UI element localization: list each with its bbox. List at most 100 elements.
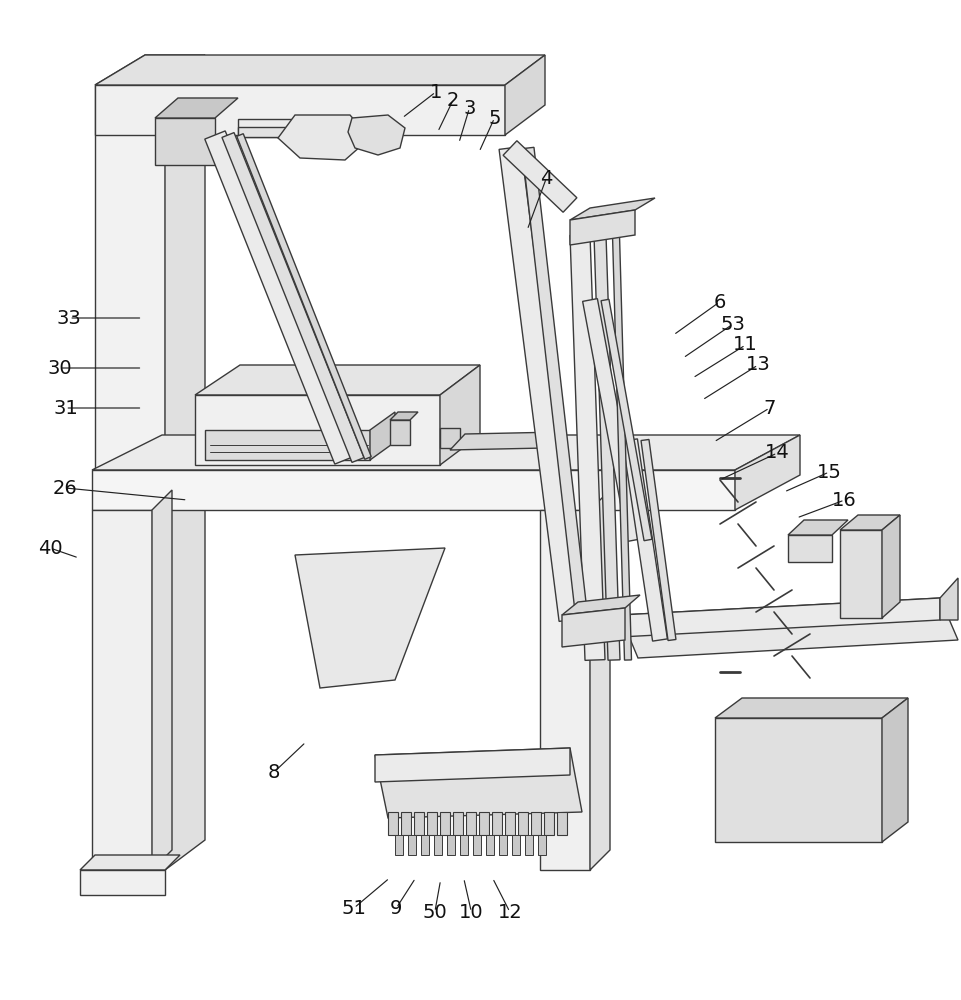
Text: 8: 8 (268, 762, 280, 782)
Polygon shape (439, 812, 450, 835)
Polygon shape (447, 835, 455, 855)
Polygon shape (92, 435, 800, 470)
Text: 2: 2 (447, 91, 458, 109)
Polygon shape (80, 855, 180, 870)
Text: 5: 5 (488, 108, 500, 127)
Polygon shape (152, 490, 172, 870)
Polygon shape (165, 55, 205, 870)
Polygon shape (543, 812, 554, 835)
Polygon shape (95, 85, 505, 135)
Polygon shape (939, 578, 957, 620)
Text: 15: 15 (816, 462, 841, 482)
Text: 11: 11 (732, 336, 757, 355)
Polygon shape (95, 85, 165, 870)
Polygon shape (222, 133, 363, 462)
Polygon shape (427, 812, 436, 835)
Polygon shape (80, 870, 165, 895)
Polygon shape (479, 812, 488, 835)
Polygon shape (589, 490, 609, 870)
Polygon shape (375, 748, 581, 818)
Polygon shape (601, 299, 652, 541)
Polygon shape (387, 812, 398, 835)
Text: 1: 1 (430, 83, 441, 102)
Polygon shape (433, 835, 441, 855)
Polygon shape (439, 428, 459, 448)
Polygon shape (511, 835, 520, 855)
Text: 33: 33 (57, 308, 82, 328)
Polygon shape (92, 470, 734, 510)
Polygon shape (881, 515, 899, 618)
Text: 30: 30 (47, 359, 72, 377)
Polygon shape (881, 698, 907, 842)
Text: 3: 3 (463, 99, 475, 117)
Polygon shape (499, 147, 580, 621)
Polygon shape (582, 299, 642, 541)
Text: 4: 4 (540, 168, 552, 188)
Text: 51: 51 (341, 898, 366, 918)
Polygon shape (570, 235, 604, 660)
Polygon shape (499, 835, 506, 855)
Text: 50: 50 (422, 902, 447, 922)
Polygon shape (530, 812, 540, 835)
Polygon shape (205, 131, 355, 464)
Polygon shape (787, 520, 847, 535)
Polygon shape (570, 210, 634, 245)
Polygon shape (839, 515, 899, 530)
Polygon shape (95, 55, 205, 85)
Polygon shape (155, 118, 214, 165)
Polygon shape (389, 420, 409, 445)
Polygon shape (155, 98, 237, 118)
Polygon shape (485, 835, 494, 855)
Polygon shape (407, 835, 415, 855)
Text: 53: 53 (720, 314, 745, 334)
Text: 14: 14 (764, 444, 789, 462)
Text: 6: 6 (713, 292, 725, 312)
Polygon shape (522, 147, 587, 621)
Polygon shape (465, 812, 476, 835)
Polygon shape (640, 439, 676, 641)
Polygon shape (561, 608, 625, 647)
Polygon shape (439, 365, 480, 465)
Text: 26: 26 (53, 479, 78, 497)
Polygon shape (236, 134, 371, 459)
Polygon shape (619, 598, 939, 637)
Polygon shape (401, 812, 410, 835)
Polygon shape (612, 235, 630, 660)
Text: 10: 10 (458, 902, 483, 922)
Polygon shape (570, 198, 654, 220)
Polygon shape (195, 395, 439, 465)
Polygon shape (237, 127, 350, 137)
Text: 9: 9 (390, 898, 402, 918)
Polygon shape (453, 812, 462, 835)
Text: 31: 31 (53, 398, 78, 418)
Polygon shape (525, 835, 532, 855)
Polygon shape (787, 535, 831, 562)
Polygon shape (491, 812, 502, 835)
Polygon shape (619, 598, 957, 658)
Polygon shape (370, 412, 395, 460)
Polygon shape (348, 115, 405, 155)
Polygon shape (505, 55, 545, 135)
Polygon shape (839, 530, 881, 618)
Polygon shape (450, 432, 559, 450)
Polygon shape (237, 119, 350, 137)
Polygon shape (561, 595, 639, 615)
Polygon shape (421, 835, 429, 855)
Text: 12: 12 (497, 902, 522, 922)
Polygon shape (505, 812, 514, 835)
Polygon shape (503, 141, 577, 212)
Polygon shape (375, 748, 570, 782)
Polygon shape (473, 835, 480, 855)
Polygon shape (556, 812, 566, 835)
Text: 40: 40 (37, 538, 62, 558)
Polygon shape (295, 548, 445, 688)
Text: 16: 16 (831, 490, 856, 510)
Polygon shape (389, 412, 418, 420)
Polygon shape (195, 365, 480, 395)
Polygon shape (95, 55, 545, 85)
Polygon shape (92, 510, 152, 870)
Polygon shape (593, 235, 619, 660)
Polygon shape (278, 115, 370, 160)
Polygon shape (459, 835, 467, 855)
Polygon shape (539, 510, 589, 870)
